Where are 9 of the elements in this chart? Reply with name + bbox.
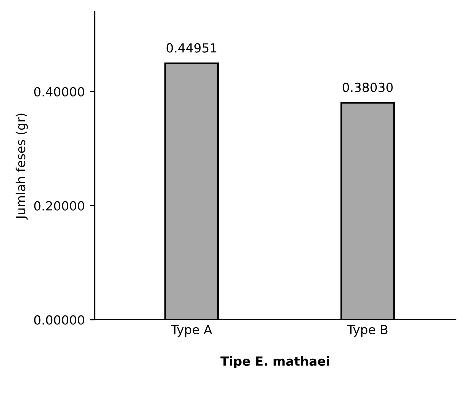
y-tick-label: 0.00000 [34,315,84,325]
x-tick-label: Type A [171,325,212,337]
data-label: 0.38030 [342,82,393,92]
data-label: 0.44951 [166,43,217,53]
y-tick-label: 0.20000 [34,201,84,211]
y-axis-title: Jumlah feses (gr) [16,114,28,220]
x-tick-label: Type B [347,325,388,337]
y-tick-label: 0.40000 [34,87,84,97]
x-axis-title: Tipe E. mathaei [220,356,330,368]
